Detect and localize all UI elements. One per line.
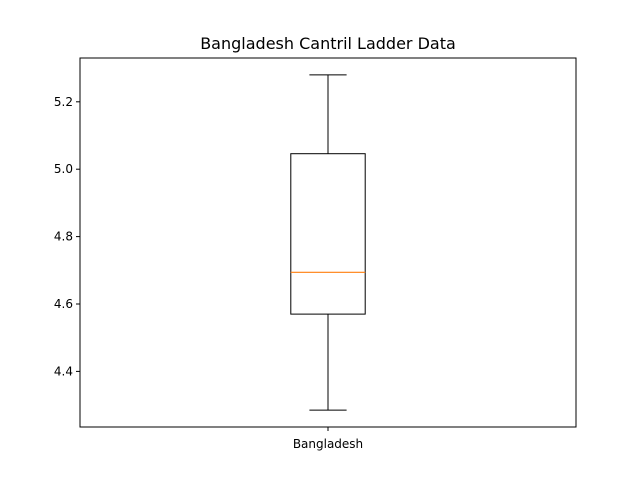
y-tick-label: 4.4 bbox=[54, 364, 73, 378]
y-tick-label: 5.2 bbox=[54, 95, 73, 109]
y-tick-label: 4.8 bbox=[54, 230, 73, 244]
axes-frame bbox=[79, 57, 577, 428]
y-axis: 4.4 4.6 4.8 5.0 5.2 bbox=[54, 95, 80, 378]
iqr-box bbox=[290, 153, 366, 315]
x-tick-label: Bangladesh bbox=[293, 437, 363, 451]
plot-area bbox=[290, 74, 366, 411]
y-tick-label: 5.0 bbox=[54, 162, 73, 176]
chart-title: Bangladesh Cantril Ladder Data bbox=[200, 34, 456, 53]
y-tick-label: 4.6 bbox=[54, 297, 73, 311]
x-axis: Bangladesh bbox=[293, 427, 363, 451]
